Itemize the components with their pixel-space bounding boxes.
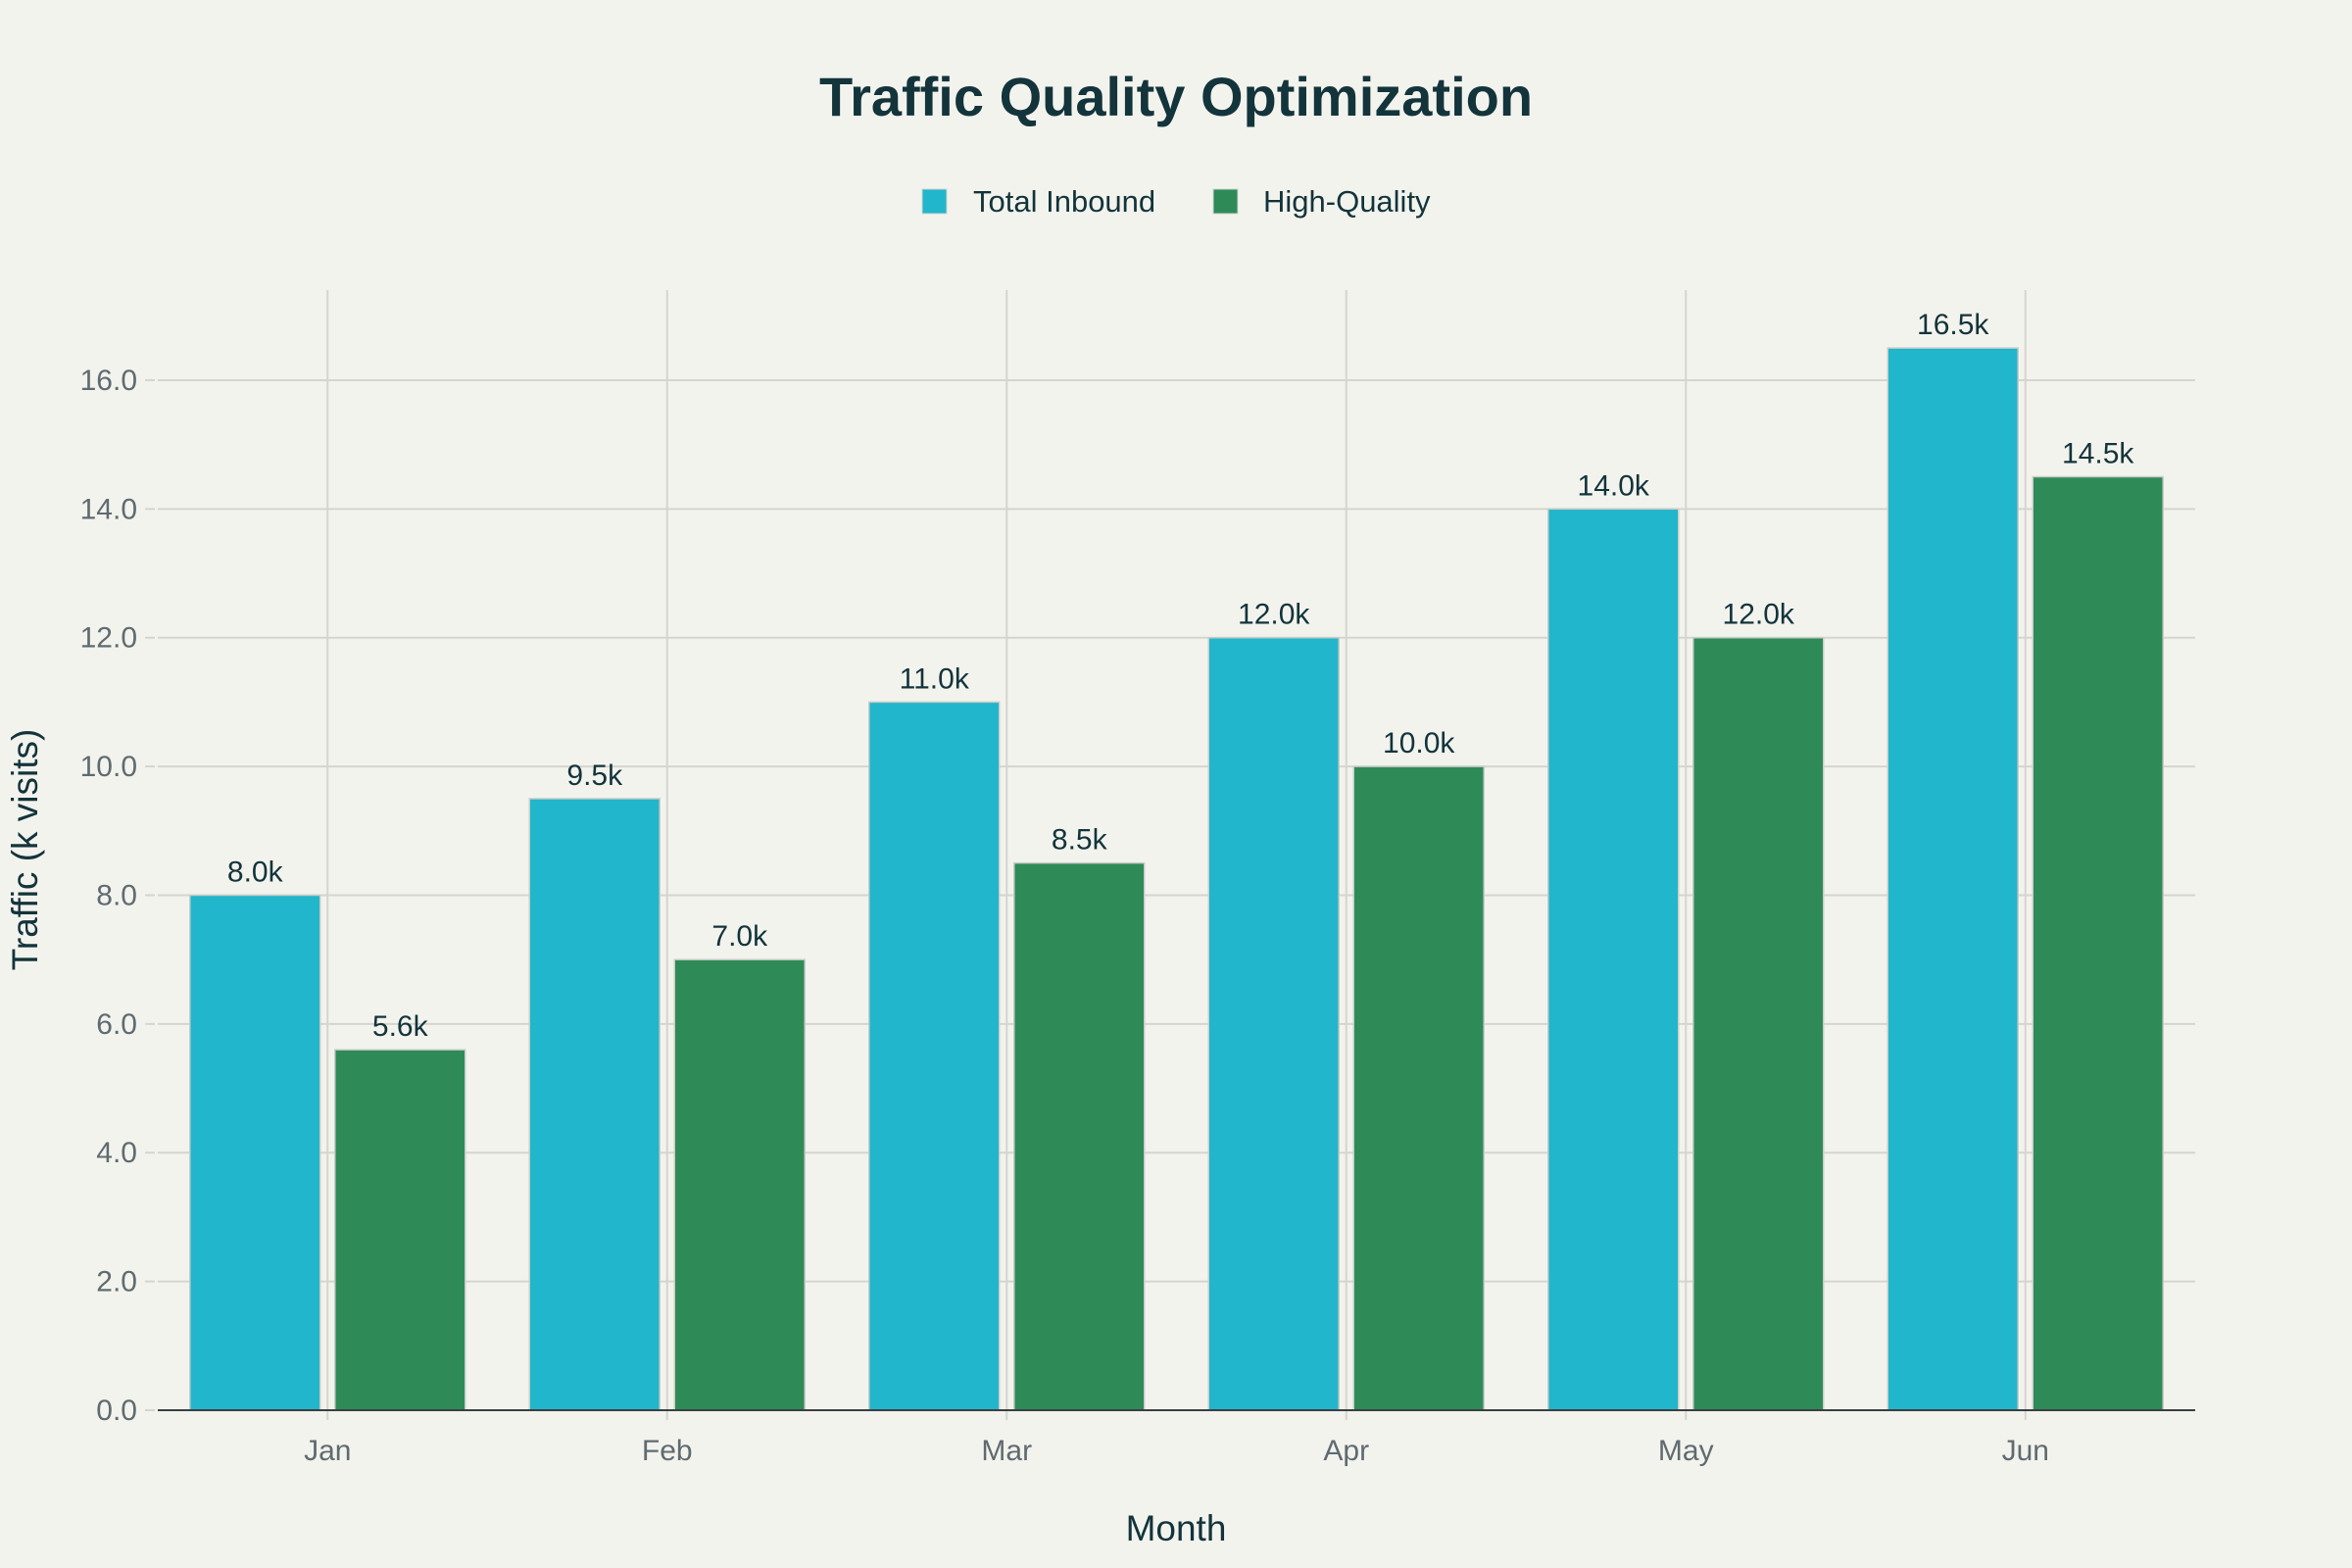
- data-label: 8.0k: [227, 856, 284, 888]
- legend-item-total-inbound[interactable]: Total Inbound: [921, 184, 1155, 219]
- gridlines: [145, 290, 2195, 1420]
- bar-high-quality-jan[interactable]: [334, 1049, 466, 1411]
- y-tick-label: 16.0: [80, 365, 137, 397]
- y-tick-label: 14.0: [80, 493, 137, 525]
- y-tick-label: 10.0: [80, 751, 137, 783]
- legend-label-high-quality: High-Quality: [1263, 184, 1431, 219]
- legend-label-total-inbound: Total Inbound: [973, 184, 1155, 219]
- x-tick-label: Mar: [981, 1435, 1032, 1467]
- bar-total-inbound-feb[interactable]: [528, 798, 661, 1411]
- data-label: 8.5k: [1052, 824, 1108, 857]
- bar-high-quality-feb[interactable]: [673, 958, 806, 1411]
- bar-total-inbound-jan[interactable]: [189, 894, 321, 1411]
- legend-swatch-high-quality: [1212, 188, 1239, 215]
- bar-high-quality-apr[interactable]: [1352, 765, 1485, 1411]
- data-label: 9.5k: [566, 760, 623, 792]
- bar-total-inbound-mar[interactable]: [868, 701, 1001, 1411]
- data-labels: 8.0k 9.5k 11.0k 12.0k 14.0k 16.5k 5.6k 7.0k 8.5k…: [227, 309, 2135, 1043]
- data-label: 10.0k: [1383, 727, 1455, 760]
- x-axis-ticks: Jan Feb Mar Apr May Jun: [304, 1435, 2049, 1467]
- x-tick-label: Feb: [642, 1435, 693, 1467]
- data-label: 7.0k: [711, 920, 768, 953]
- bar-high-quality-jun[interactable]: [2032, 475, 2164, 1411]
- x-tick-label: Jan: [304, 1435, 351, 1467]
- y-axis-ticks: 0.0 2.0 4.0 6.0 8.0 10.0 12.0 14.0 16.0: [80, 365, 137, 1427]
- x-tick-label: May: [1658, 1435, 1714, 1467]
- chart-title: Traffic Quality Optimization: [819, 66, 1533, 127]
- x-tick-label: Jun: [2002, 1435, 2049, 1467]
- bar-high-quality-mar[interactable]: [1013, 861, 1146, 1411]
- legend: Total Inbound High-Quality: [921, 184, 1431, 219]
- legend-swatch-total-inbound: [921, 188, 948, 215]
- y-tick-label: 4.0: [96, 1137, 137, 1169]
- data-label: 12.0k: [1238, 599, 1310, 631]
- y-tick-label: 8.0: [96, 879, 137, 911]
- x-tick-label: Apr: [1323, 1435, 1369, 1467]
- data-label: 11.0k: [900, 662, 970, 695]
- y-tick-label: 0.0: [96, 1395, 137, 1427]
- data-label: 14.0k: [1578, 469, 1650, 502]
- y-tick-label: 12.0: [80, 622, 137, 655]
- data-label: 5.6k: [372, 1010, 429, 1043]
- data-label: 14.5k: [2062, 438, 2134, 470]
- bar-total-inbound-jun[interactable]: [1886, 347, 2019, 1411]
- bars: [189, 347, 2164, 1411]
- legend-item-high-quality[interactable]: High-Quality: [1212, 184, 1431, 219]
- data-label: 16.5k: [1917, 309, 1989, 341]
- bar-total-inbound-apr[interactable]: [1207, 636, 1340, 1411]
- y-tick-label: 6.0: [96, 1008, 137, 1041]
- bar-total-inbound-may[interactable]: [1547, 508, 1680, 1411]
- y-tick-label: 2.0: [96, 1266, 137, 1298]
- y-axis-title: Traffic (k visits): [5, 729, 45, 971]
- bar-high-quality-may[interactable]: [1692, 636, 1825, 1411]
- data-label: 12.0k: [1723, 599, 1795, 631]
- x-axis-title: Month: [1126, 1508, 1227, 1548]
